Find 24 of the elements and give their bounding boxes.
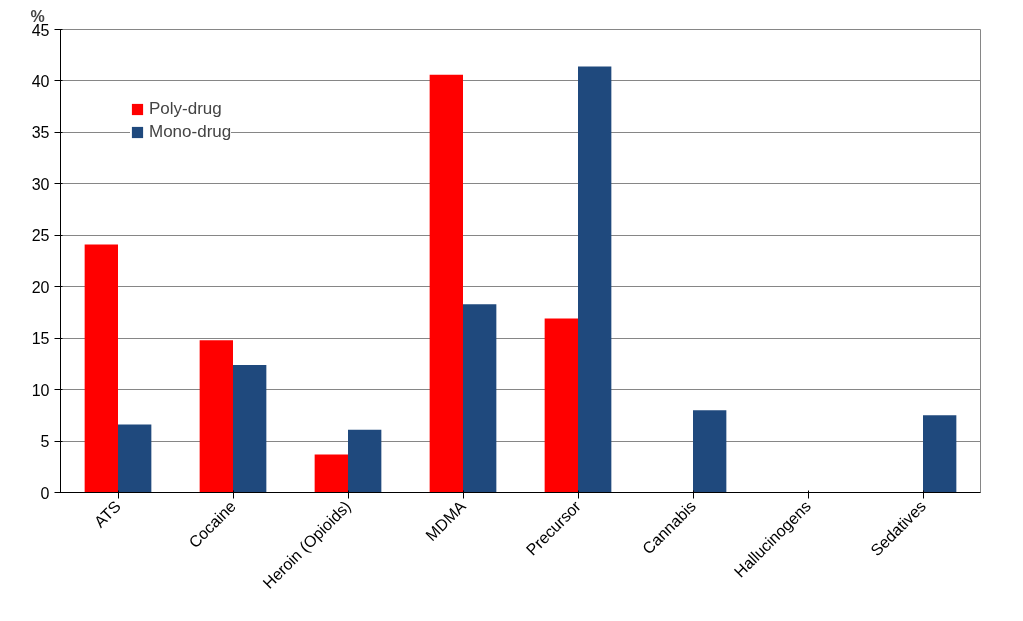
bar	[199, 340, 233, 493]
bar	[84, 244, 118, 493]
y-tick-label: 5	[40, 433, 50, 451]
bar	[314, 454, 348, 493]
bar	[348, 429, 382, 493]
bar	[463, 304, 497, 493]
y-tick-label: 35	[31, 124, 50, 142]
legend-label: Poly-drug	[149, 99, 222, 119]
bar	[693, 410, 727, 493]
legend-label: Mono-drug	[149, 122, 232, 142]
y-tick-label: 15	[31, 330, 50, 348]
y-tick-label: 40	[31, 72, 50, 90]
y-tick-label: 20	[31, 278, 50, 296]
y-tick-label: 10	[31, 381, 50, 399]
bar	[544, 318, 578, 493]
bar	[429, 74, 463, 493]
bar	[578, 66, 612, 493]
bar	[923, 415, 957, 493]
bar	[233, 364, 267, 493]
bar	[118, 424, 152, 493]
y-tick-label: 30	[31, 175, 50, 193]
y-tick-label: 25	[31, 227, 50, 245]
x-tick-label: ATS	[90, 497, 125, 531]
y-tick-label: 0	[40, 484, 50, 502]
